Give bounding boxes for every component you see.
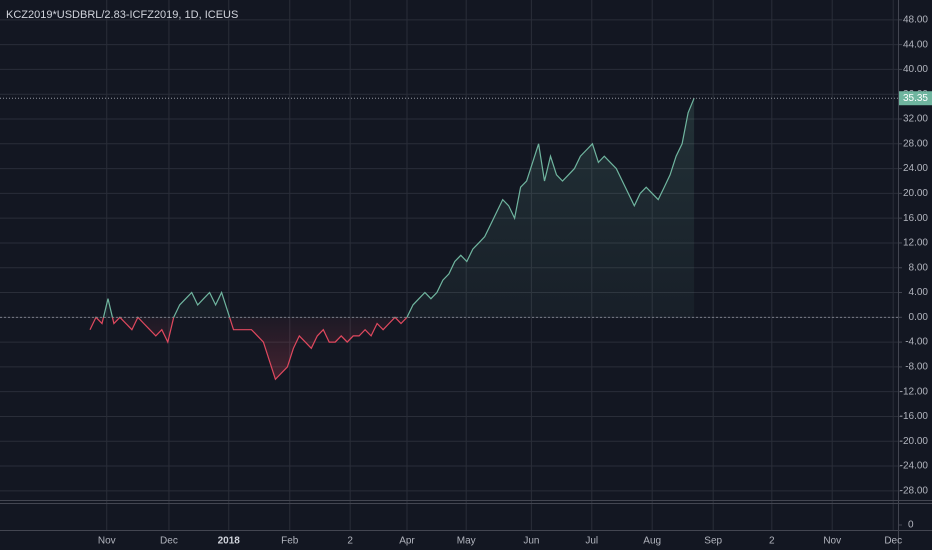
- y-tick-label: -4.00: [905, 337, 928, 348]
- x-tick-label: Feb: [281, 536, 299, 547]
- y-tick-label: 0.00: [909, 312, 929, 323]
- y-tick-label: 0: [908, 520, 914, 531]
- chart-title: KCZ2019*USDBRL/2.83-ICFZ2019, 1D, ICEUS: [6, 9, 238, 21]
- x-tick-label: Nov: [823, 536, 841, 547]
- y-tick-label: 44.00: [903, 39, 928, 50]
- y-tick-label: 8.00: [909, 262, 929, 273]
- y-tick-label: 40.00: [903, 64, 928, 75]
- x-tick-label: Sep: [704, 536, 722, 547]
- y-tick-label: -24.00: [900, 461, 929, 472]
- y-tick-label: -12.00: [900, 386, 929, 397]
- x-tick-label: Jul: [585, 536, 598, 547]
- y-tick-label: -16.00: [900, 411, 929, 422]
- y-tick-label: -28.00: [900, 485, 929, 496]
- y-tick-label: -20.00: [900, 436, 929, 447]
- last-price-label: 35.35: [903, 93, 928, 104]
- y-tick-label: 48.00: [903, 14, 928, 25]
- x-tick-label: May: [457, 536, 476, 547]
- y-tick-label: 4.00: [909, 287, 929, 298]
- x-tick-label: 2: [769, 536, 775, 547]
- x-tick-label: Dec: [160, 536, 178, 547]
- y-tick-label: 20.00: [903, 188, 928, 199]
- last-price-box: [899, 91, 932, 106]
- x-tick-label: Nov: [98, 536, 116, 547]
- y-tick-label: -8.00: [905, 362, 928, 373]
- y-tick-label: 28.00: [903, 138, 928, 149]
- x-tick-label: Jun: [523, 536, 539, 547]
- y-tick-label: 24.00: [903, 163, 928, 174]
- x-tick-label: 2018: [218, 536, 241, 547]
- y-tick-label: 32.00: [903, 114, 928, 125]
- y-tick-label: 16.00: [903, 213, 928, 224]
- area: [90, 98, 695, 380]
- x-tick-label: Dec: [884, 536, 902, 547]
- x-tick-label: Apr: [399, 536, 415, 547]
- x-tick-label: Aug: [643, 536, 661, 547]
- x-tick-label: 2: [347, 536, 353, 547]
- y-tick-label: 12.00: [903, 238, 928, 249]
- line: [89, 97, 695, 381]
